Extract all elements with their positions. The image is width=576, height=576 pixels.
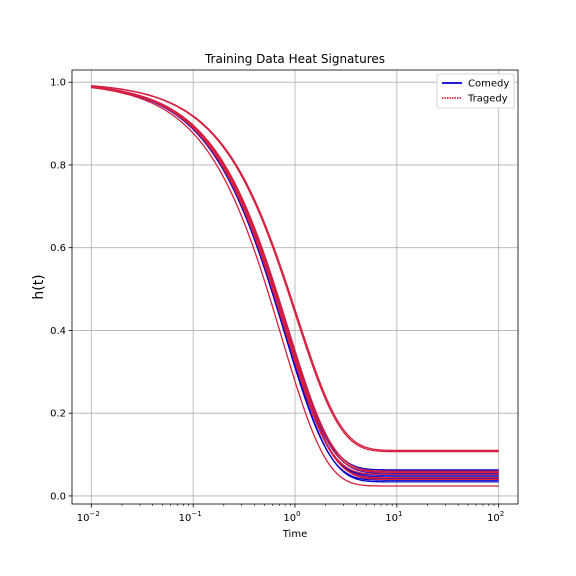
x-tick-label-exponent: 2: [500, 510, 504, 518]
chart-title: Training Data Heat Signatures: [204, 52, 385, 66]
x-tick-label: 102: [487, 510, 504, 524]
series-line-tragedy: [91, 86, 499, 481]
legend-label-tragedy: Tragedy: [467, 94, 508, 105]
x-tick-label-base: 10: [487, 513, 500, 524]
legend: Comedy Tragedy: [436, 73, 515, 109]
x-axis-label: Time: [282, 529, 307, 540]
x-tick-label: 100: [283, 510, 300, 524]
x-tick-label-exponent: −1: [191, 510, 201, 518]
y-tick-label: 1.0: [50, 78, 66, 89]
y-tick-label: 0.4: [50, 326, 66, 337]
x-tick-label: 10−1: [179, 510, 202, 524]
x-tick-label-base: 10: [385, 513, 398, 524]
series-line-tragedy: [91, 86, 499, 487]
x-tick-label: 101: [385, 510, 402, 524]
legend-label-comedy: Comedy: [468, 79, 509, 90]
y-tick-label: 0.2: [50, 409, 66, 420]
series-line-tragedy: [91, 85, 499, 453]
x-tick-label-base: 10: [179, 513, 192, 524]
y-tick-label: 0.8: [50, 160, 66, 171]
series-layer: [91, 85, 499, 487]
x-tick-label-base: 10: [283, 513, 296, 524]
x-tick-label-exponent: 1: [398, 510, 402, 518]
y-tick-label: 0.6: [50, 243, 66, 254]
y-tick-label: 0.0: [50, 491, 66, 502]
x-tick-label-exponent: −2: [90, 510, 100, 518]
x-tick-label-base: 10: [77, 513, 90, 524]
x-tick-label: 10−2: [77, 510, 100, 524]
y-axis-label: h(t): [31, 274, 47, 299]
x-tick-label-exponent: 0: [296, 510, 300, 518]
